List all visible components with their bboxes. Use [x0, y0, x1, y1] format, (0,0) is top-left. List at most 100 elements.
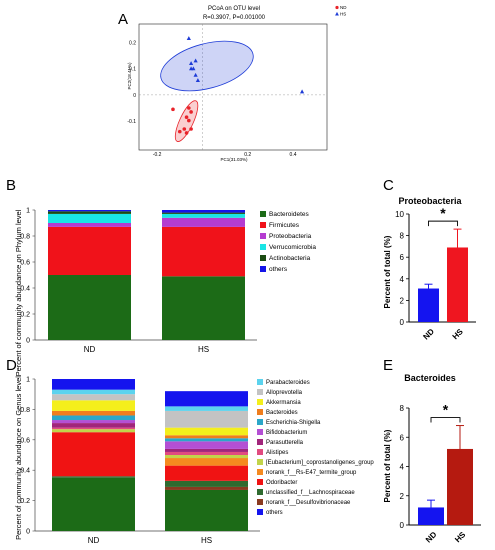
- bar-segment-nd: [52, 394, 135, 401]
- bar-segment-nd: [48, 211, 131, 214]
- pcoa-point-nd: [182, 127, 187, 131]
- pcoa-ylabel: PC2(18.41%): [127, 62, 132, 90]
- bar-segment-nd: [52, 410, 135, 416]
- pcoa-point-hs: [195, 78, 200, 83]
- bar-segment-hs: [165, 438, 248, 442]
- y-tick-label: 8: [400, 232, 405, 241]
- y-tick-label: 1: [26, 377, 30, 384]
- pcoa-frame: [138, 23, 328, 151]
- legend-label: norank_f__Desulfovibrionaceae: [266, 500, 351, 506]
- legend-label: Bifidobacterium: [266, 430, 307, 436]
- bar-segment-hs: [165, 480, 248, 487]
- bar-segment-nd: [48, 213, 131, 223]
- pcoa-subtitle: R=0.3907, P=0.001000: [203, 15, 266, 21]
- pcoa-point-nd: [177, 129, 182, 134]
- legend-swatch: [257, 469, 263, 475]
- legend-swatch: [260, 211, 266, 217]
- y-tick-label: 4: [400, 275, 405, 284]
- legend-label: Parasutterella: [266, 440, 304, 446]
- legend-label: Odoribacter: [266, 480, 297, 486]
- phylum-stacked-bar-chart: 0 0.2 0.4 0.6 0.8 1 ND HS Bacteroidetes Firmicute…: [20, 208, 316, 355]
- legend-label: Proteobacteria: [269, 233, 312, 240]
- significance-bracket: [430, 417, 461, 423]
- legend-swatch: [257, 439, 263, 445]
- bar-segment-hs: [165, 451, 248, 455]
- panel-label-e: E: [383, 357, 393, 374]
- panel-label-c: C: [383, 177, 394, 194]
- legend-swatch: [260, 255, 266, 261]
- legend-swatch: [257, 479, 263, 485]
- legend-label: unclassified_f__Lachnospiraceae: [266, 490, 355, 496]
- significance-star: *: [443, 402, 449, 418]
- legend-label: Bacteroidetes: [269, 211, 309, 218]
- bar-segment-nd: [52, 420, 135, 424]
- bar-segment-hs: [162, 276, 245, 340]
- bar-segment-nd: [48, 275, 131, 340]
- legend-swatch: [257, 379, 263, 385]
- legend-swatch: [257, 499, 263, 505]
- legend-label: [Eubacterium]_coprostanoligenes_group: [266, 460, 374, 466]
- legend-label: Alistipes: [266, 450, 288, 456]
- y-tick-label: 0.4: [20, 286, 30, 293]
- bar-segment-nd: [52, 415, 135, 421]
- legend-swatch: [257, 419, 263, 425]
- pcoa-point-nd: [184, 115, 189, 119]
- significance-bracket: [428, 220, 458, 227]
- legend-swatch: [260, 233, 266, 239]
- y-tick-label: 0.8: [20, 234, 30, 241]
- x-tick-label: HS: [201, 536, 212, 545]
- significance-star: *: [440, 205, 446, 221]
- pcoa-ytick-label: 0: [133, 93, 136, 99]
- pcoa-plot: -0.2 0.2 0.4 0.2 0.1 0 -0.1 ND HS: [127, 5, 347, 158]
- bar-segment-hs: [162, 217, 245, 227]
- bar-hs: [447, 247, 468, 322]
- pcoa-point-nd: [189, 110, 193, 114]
- y-tick-label: 6: [400, 433, 405, 442]
- pcoa-legend-label: HS: [340, 12, 346, 17]
- legend-label: norank_f__Rs-E47_termite_group: [266, 470, 357, 476]
- x-tick-label: ND: [421, 327, 436, 342]
- x-tick-label: HS: [453, 530, 468, 545]
- x-tick-label: ND: [88, 536, 100, 545]
- bar-segment-hs: [165, 435, 248, 439]
- legend-label: Escherichia-Shigella: [266, 420, 321, 426]
- bar-segment-hs: [165, 406, 248, 411]
- pcoa-point-hs: [186, 36, 191, 41]
- y-tick-label: 0.2: [20, 498, 30, 505]
- bar-segment-hs: [162, 212, 245, 214]
- genus-stacked-bar-chart: 0 0.2 0.4 0.6 0.8 1 ND HS Parabacteroides Allopre…: [20, 377, 374, 546]
- legend-swatch: [257, 429, 263, 435]
- legend-swatch: [257, 509, 263, 515]
- pcoa-point-nd: [189, 127, 193, 131]
- pcoa-point-hs: [188, 66, 194, 71]
- pcoa-point-hs: [299, 89, 305, 94]
- bar-segment-hs: [162, 226, 245, 277]
- x-tick-label: ND: [84, 345, 96, 354]
- legend-swatch: [257, 459, 263, 465]
- proteobacteria-ylabel: Percent of total (%): [383, 235, 392, 308]
- y-tick-label: 0.6: [20, 260, 30, 267]
- pcoa-xlabel: PC1(31.03%): [220, 157, 248, 162]
- legend-swatch: [260, 244, 266, 250]
- legend-label: Firmicutes: [269, 222, 300, 229]
- bar-segment-nd: [52, 432, 135, 477]
- bar-segment-hs: [165, 427, 248, 436]
- y-tick-label: 0: [26, 338, 30, 345]
- y-tick-label: 6: [400, 253, 405, 262]
- legend-label: Akkermansia: [266, 400, 301, 406]
- legend-label: Parabacteroides: [266, 380, 310, 386]
- pcoa-legend-marker: [335, 5, 339, 10]
- pcoa-title: PCoA on OTU level: [208, 6, 260, 12]
- y-tick-label: 0: [400, 521, 405, 530]
- pcoa-xtick-label: 0.2: [244, 152, 251, 158]
- legend-label: Alloprevotella: [266, 390, 303, 396]
- bar-segment-hs: [162, 213, 245, 218]
- y-tick-label: 0.6: [20, 437, 30, 444]
- bar-segment-nd: [52, 379, 135, 390]
- pcoa-xtick-label: 0.4: [290, 152, 297, 158]
- genus-ylabel: Percent of community abundance on Genus …: [14, 376, 23, 540]
- legend-label: Actinobacteria: [269, 255, 311, 262]
- bar-segment-hs: [165, 391, 248, 407]
- bar-segment-nd: [52, 477, 135, 531]
- legend-swatch: [257, 399, 263, 405]
